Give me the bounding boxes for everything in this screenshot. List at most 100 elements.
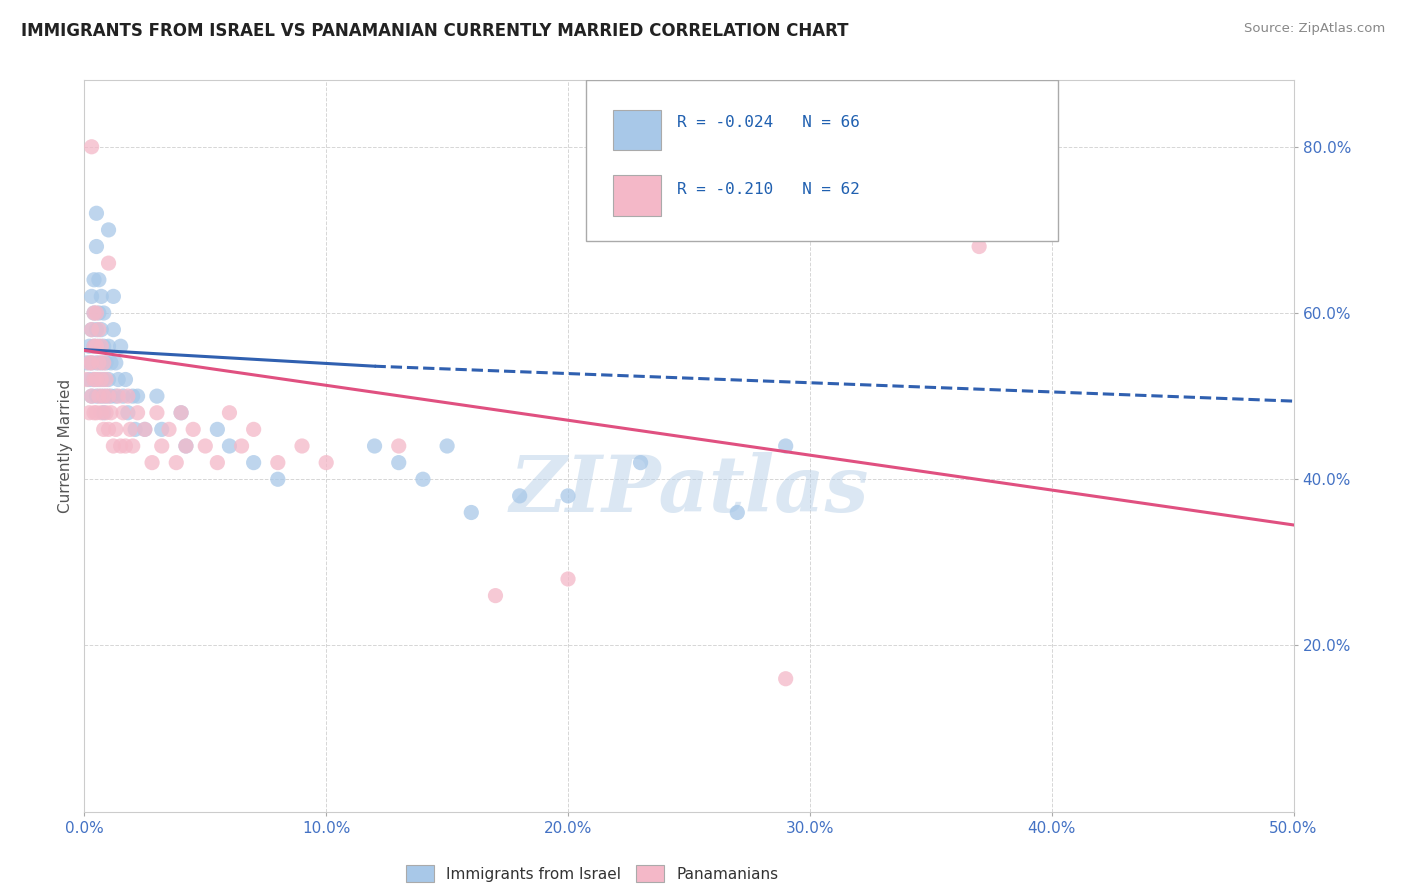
Point (150, 422, 173, 436)
Point (86, 372, 108, 386)
Point (86, 206, 108, 220)
Point (967, 239, 990, 253)
Point (157, 422, 180, 436)
Point (630, 456, 652, 470)
Point (77, 406, 100, 420)
FancyBboxPatch shape (586, 80, 1057, 241)
Point (93, 306, 115, 320)
Point (80, 356, 103, 370)
Point (83, 339, 105, 353)
Point (87, 323, 110, 337)
Point (242, 422, 264, 436)
Point (146, 389, 169, 403)
Point (80, 356, 103, 370)
Point (114, 439, 136, 453)
Point (121, 389, 143, 403)
Point (87, 372, 110, 386)
Point (97, 389, 120, 403)
Point (90, 389, 112, 403)
Point (77, 372, 100, 386)
Point (134, 422, 156, 436)
Point (231, 439, 253, 453)
Point (93, 406, 115, 420)
Point (207, 422, 229, 436)
Point (97, 223, 120, 237)
Point (110, 339, 132, 353)
Point (76, 372, 98, 386)
Point (725, 506, 748, 520)
Point (86, 323, 108, 337)
Point (86, 356, 108, 370)
Point (97, 422, 120, 436)
Point (83, 372, 105, 386)
Point (86, 339, 108, 353)
Point (557, 489, 579, 503)
Point (127, 406, 149, 420)
Point (100, 356, 122, 370)
Point (93, 372, 115, 386)
Point (93, 422, 115, 436)
Point (127, 389, 149, 403)
Point (100, 406, 122, 420)
Point (436, 439, 458, 453)
Point (112, 406, 135, 420)
Point (100, 389, 122, 403)
Point (103, 289, 125, 303)
Point (103, 439, 125, 453)
Point (218, 406, 240, 420)
Y-axis label: Currently Married: Currently Married (58, 379, 73, 513)
Point (412, 472, 434, 486)
Point (363, 439, 385, 453)
Point (93, 389, 115, 403)
Point (107, 389, 129, 403)
Point (104, 389, 127, 403)
FancyBboxPatch shape (613, 176, 661, 216)
Point (83, 306, 105, 320)
Text: Source: ZipAtlas.com: Source: ZipAtlas.com (1244, 22, 1385, 36)
Point (90, 356, 112, 370)
Point (170, 406, 193, 420)
Point (146, 406, 169, 420)
Point (83, 406, 105, 420)
Point (90, 372, 112, 386)
Point (775, 672, 797, 686)
Text: ZIPatlas: ZIPatlas (509, 451, 869, 528)
Point (170, 406, 193, 420)
Point (83, 339, 105, 353)
Point (114, 372, 136, 386)
Point (97, 372, 120, 386)
Point (80, 289, 103, 303)
Point (86, 389, 108, 403)
Point (775, 439, 797, 453)
Point (87, 389, 110, 403)
Point (80, 389, 103, 403)
Point (117, 389, 139, 403)
Point (97, 339, 120, 353)
Point (80, 323, 103, 337)
Point (267, 456, 290, 470)
FancyBboxPatch shape (613, 110, 661, 150)
Point (388, 456, 411, 470)
Point (93, 339, 115, 353)
Point (315, 456, 337, 470)
Text: R = -0.024   N = 66: R = -0.024 N = 66 (676, 115, 859, 130)
Point (94, 406, 117, 420)
Point (104, 422, 127, 436)
Point (460, 506, 482, 520)
Point (110, 439, 132, 453)
Point (124, 422, 146, 436)
Point (94, 389, 117, 403)
Point (80, 323, 103, 337)
Point (267, 472, 290, 486)
Point (87, 306, 110, 320)
Point (218, 439, 240, 453)
Legend: Immigrants from Israel, Panamanians: Immigrants from Israel, Panamanians (401, 859, 785, 888)
Point (103, 323, 125, 337)
Point (181, 422, 204, 436)
Point (87, 339, 110, 353)
Point (90, 406, 112, 420)
Point (117, 406, 139, 420)
Point (80, 389, 103, 403)
Point (86, 406, 108, 420)
Point (150, 439, 173, 453)
